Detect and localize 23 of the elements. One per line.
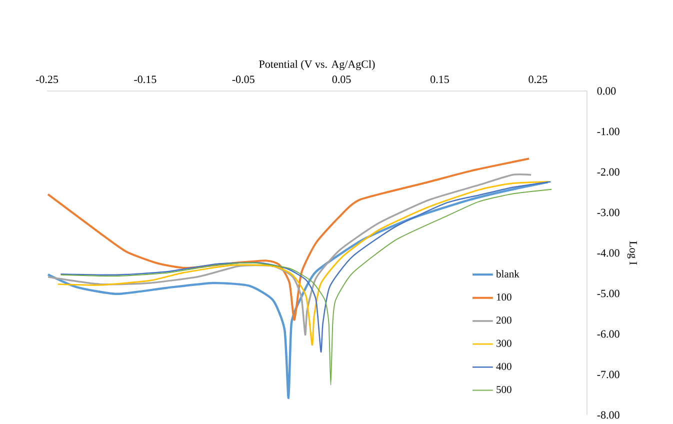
y-axis-title: Log I (627, 241, 637, 265)
legend-label: blank (496, 270, 520, 278)
y-tick-label: -8.00 (597, 411, 620, 419)
legend-label: 100 (496, 294, 512, 301)
y-tick-label: -4.00 (597, 249, 620, 257)
y-tick-label: -5.00 (597, 290, 620, 298)
x-axis-title: Potential (V vs. Ag/AgCl) (259, 60, 375, 70)
legend-label: 400 (496, 362, 512, 370)
legend-label: 300 (496, 340, 512, 347)
y-tick-label: -1.00 (597, 128, 620, 136)
legend-label: 500 (496, 386, 512, 394)
y-tick-label: -7.00 (597, 370, 620, 378)
x-tick-label: -0.25 (36, 76, 58, 84)
x-tick-label: -0.15 (134, 76, 156, 84)
x-tick-label: 0.05 (332, 76, 351, 84)
x-tick-label: 0.15 (430, 76, 449, 84)
legend-label: 200 (496, 316, 512, 324)
y-tick-label: -2.00 (597, 168, 620, 176)
y-tick-label: -3.00 (597, 208, 620, 216)
y-tick-label: 0.00 (597, 87, 616, 95)
x-tick-label: -0.05 (232, 76, 254, 84)
x-tick-label: 0.25 (528, 76, 548, 84)
y-tick-label: -6.00 (597, 330, 620, 338)
